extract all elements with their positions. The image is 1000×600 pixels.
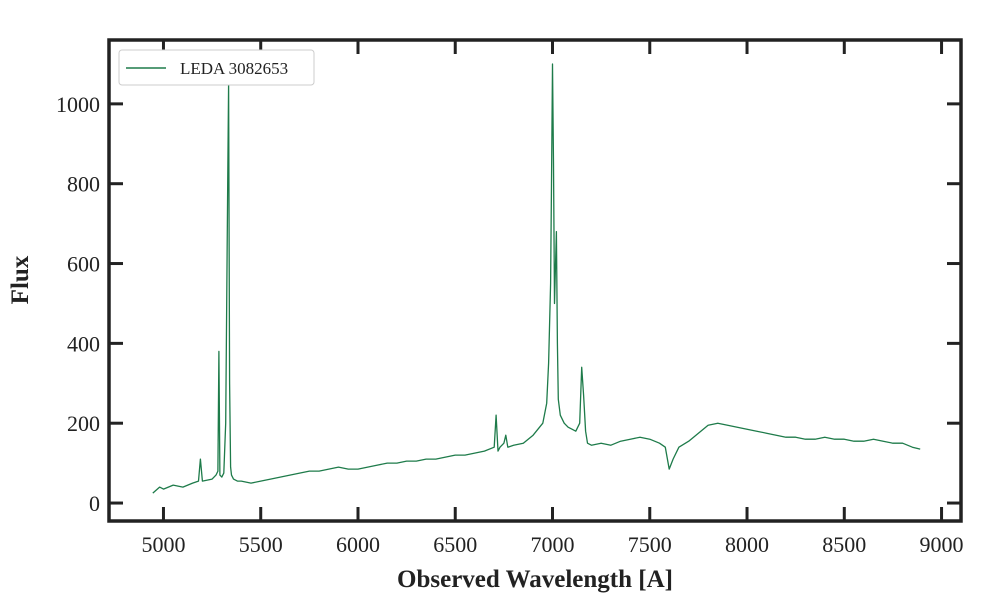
- x-axis-ticks: 5000 5500 6000 6500 7000 7500 8000 8500 9000: [141, 40, 964, 557]
- legend: LEDA 3082653: [118, 49, 315, 86]
- y-tick-label: 800: [67, 172, 100, 197]
- x-tick-label: 9000: [920, 532, 964, 557]
- y-tick-label: 1000: [56, 92, 100, 117]
- y-tick-label: 200: [67, 411, 100, 436]
- legend-entry-label: LEDA 3082653: [180, 59, 288, 78]
- y-tick-label: 600: [67, 252, 100, 277]
- y-tick-label: 0: [89, 491, 100, 516]
- x-tick-label: 6500: [433, 532, 477, 557]
- plot-frame: [107, 38, 963, 523]
- x-tick-label: 7500: [628, 532, 672, 557]
- y-axis-label: Flux: [7, 255, 34, 304]
- x-tick-label: 5500: [239, 532, 283, 557]
- x-axis-label: Observed Wavelength [A]: [397, 566, 673, 593]
- legend-box: [118, 49, 315, 86]
- x-tick-label: 6000: [336, 532, 380, 557]
- y-axis-ticks: 0 200 400 600 800 1000: [56, 92, 961, 516]
- plot-background: [109, 40, 961, 521]
- x-tick-label: 8500: [822, 532, 866, 557]
- x-tick-label: 8000: [725, 532, 769, 557]
- x-tick-label: 7000: [531, 532, 575, 557]
- x-tick-label: 5000: [141, 532, 185, 557]
- y-tick-label: 400: [67, 331, 100, 356]
- spectrum-line-leda-3082653: [152, 63, 921, 494]
